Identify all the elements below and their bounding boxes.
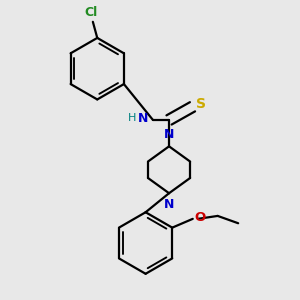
Text: Cl: Cl <box>85 6 98 19</box>
Text: N: N <box>164 199 174 212</box>
Text: H: H <box>128 113 136 124</box>
Text: N: N <box>164 128 174 141</box>
Text: N: N <box>137 112 148 125</box>
Text: O: O <box>194 211 206 224</box>
Text: S: S <box>196 97 206 111</box>
